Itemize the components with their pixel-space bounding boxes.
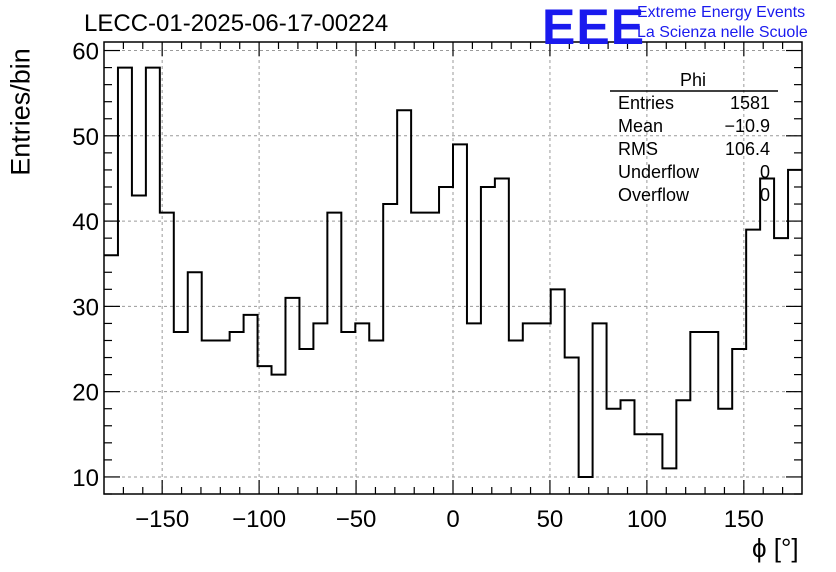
stats-value-mean: −10.9 bbox=[724, 116, 770, 136]
histogram-bin bbox=[132, 196, 146, 494]
stats-value-entries: 1581 bbox=[729, 93, 770, 113]
histogram-bin bbox=[369, 340, 383, 494]
stats-value-rms: 106.4 bbox=[724, 139, 770, 159]
histogram-bin bbox=[327, 213, 341, 494]
y-tick-label: 50 bbox=[72, 124, 99, 151]
histogram-bin bbox=[593, 323, 607, 494]
histogram-bin bbox=[607, 409, 621, 494]
histogram-bin bbox=[188, 272, 202, 494]
histogram-bin bbox=[746, 230, 760, 494]
histogram-bin bbox=[732, 349, 746, 494]
histogram-bin bbox=[704, 332, 718, 494]
y-tick-label: 40 bbox=[72, 209, 99, 236]
histogram-bin bbox=[648, 434, 662, 494]
histogram-bin bbox=[216, 340, 230, 494]
x-tick-label: −150 bbox=[135, 506, 189, 533]
histogram-bin bbox=[718, 409, 732, 494]
histogram-bin bbox=[634, 434, 648, 494]
histogram-bin bbox=[118, 68, 132, 494]
y-axis-label: Entries/bin bbox=[5, 48, 36, 176]
histogram-bin bbox=[397, 110, 411, 494]
histogram-bin bbox=[244, 315, 258, 494]
x-tick-label: −50 bbox=[336, 506, 377, 533]
histogram-bin bbox=[258, 366, 272, 494]
org-name-line2: La Scienza nelle Scuole bbox=[637, 24, 808, 41]
histogram-bin bbox=[760, 178, 774, 494]
stats-label-mean: Mean bbox=[618, 116, 664, 136]
histogram-bin bbox=[104, 255, 118, 494]
histogram-bin bbox=[355, 323, 369, 494]
histogram-bin bbox=[411, 213, 425, 494]
x-tick-label: 100 bbox=[627, 506, 667, 533]
histogram-bin bbox=[285, 298, 299, 494]
stats-label-entries: Entries bbox=[618, 93, 675, 113]
x-tick-label: 50 bbox=[537, 506, 564, 533]
stats-label-overflow: Overflow bbox=[618, 185, 690, 205]
histogram-bin bbox=[467, 323, 481, 494]
stats-label-underflow: Underflow bbox=[618, 162, 700, 182]
x-tick-labels: −150 −100 −50 0 50 100 150 bbox=[135, 506, 764, 533]
histogram-bin bbox=[481, 187, 495, 494]
x-tick-label: 150 bbox=[724, 506, 764, 533]
histogram-bin bbox=[523, 323, 537, 494]
stats-value-overflow: 0 bbox=[759, 185, 770, 205]
histogram-bin bbox=[272, 375, 286, 494]
histogram-bin bbox=[774, 238, 788, 494]
histogram-bin bbox=[621, 400, 635, 494]
histogram-bin bbox=[299, 349, 313, 494]
histogram-bin bbox=[662, 468, 676, 494]
eee-logo: EEE bbox=[542, 0, 646, 55]
histogram-bin bbox=[160, 213, 174, 494]
y-tick-label: 10 bbox=[72, 465, 99, 492]
histogram-bin bbox=[690, 332, 704, 494]
stats-value-underflow: 0 bbox=[759, 162, 770, 182]
stats-box-name: Phi bbox=[680, 70, 707, 90]
histogram-bin bbox=[453, 144, 467, 494]
histogram-bin bbox=[202, 340, 216, 494]
histogram-bin bbox=[313, 323, 327, 494]
x-axis-label: ϕ [°] bbox=[752, 533, 799, 563]
histogram-step-line bbox=[104, 66, 802, 478]
stats-label-rms: RMS bbox=[618, 139, 658, 159]
histogram-series bbox=[104, 66, 802, 494]
histogram-bin bbox=[439, 187, 453, 494]
histogram-bin bbox=[425, 213, 439, 494]
histogram-bin bbox=[676, 400, 690, 494]
org-name-line1: Extreme Energy Events bbox=[637, 4, 806, 21]
histogram-bin bbox=[537, 323, 551, 494]
y-tick-label: 30 bbox=[72, 294, 99, 321]
plot-title: LECC-01-2025-06-17-00224 bbox=[84, 10, 389, 37]
x-tick-label: 0 bbox=[446, 506, 459, 533]
histogram-bin bbox=[146, 68, 160, 494]
x-tick-label: −100 bbox=[232, 506, 286, 533]
histogram-bin bbox=[551, 289, 565, 494]
histogram-bin bbox=[579, 477, 593, 494]
y-tick-label: 20 bbox=[72, 380, 99, 407]
histogram-bin bbox=[565, 358, 579, 494]
histogram-bin bbox=[230, 332, 244, 494]
histogram-bin bbox=[174, 332, 188, 494]
histogram-bin bbox=[341, 332, 355, 494]
y-tick-labels: 10 20 30 40 50 60 bbox=[72, 39, 99, 492]
histogram-bin bbox=[383, 204, 397, 494]
histogram-bin bbox=[788, 170, 802, 494]
y-tick-label: 60 bbox=[72, 39, 99, 66]
histogram-bin bbox=[509, 340, 523, 494]
plot-frame bbox=[103, 41, 803, 495]
histogram-bin bbox=[495, 178, 509, 494]
